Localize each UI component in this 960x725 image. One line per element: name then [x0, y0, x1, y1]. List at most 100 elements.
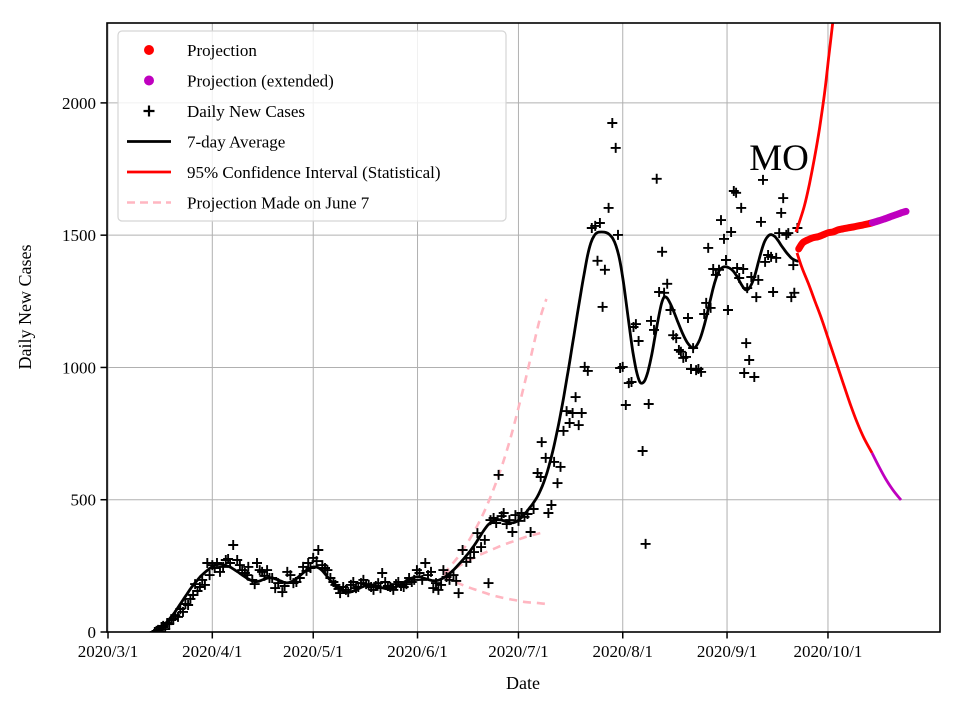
data-point-marker: [576, 408, 587, 418]
data-point-marker: [599, 264, 610, 275]
legend-projection-extended-dot: [144, 75, 154, 86]
x-axis-label: Date: [506, 673, 540, 693]
data-point-marker: [243, 561, 254, 572]
data-point-marker: [691, 365, 702, 376]
legend-label: Projection (extended): [187, 72, 334, 91]
data-point-marker: [703, 242, 714, 253]
data-point-marker: [543, 508, 554, 518]
data-point-marker: [465, 552, 476, 563]
data-point-marker: [643, 399, 654, 409]
data-point-marker: [739, 368, 750, 378]
projection-extended-dots: [868, 207, 910, 227]
data-point-marker: [592, 255, 603, 266]
data-point-marker: [204, 570, 215, 581]
data-point-marker: [613, 229, 623, 240]
data-point-marker: [426, 566, 436, 577]
data-point-marker: [546, 500, 557, 510]
x-tick-label: 2020/10/1: [793, 642, 862, 661]
data-point-marker: [558, 425, 569, 436]
data-point-marker: [311, 556, 322, 567]
data-point-marker: [617, 361, 628, 372]
legend: Projection Projection (extended) Daily New…: [117, 30, 507, 222]
data-point-marker: [738, 264, 749, 274]
data-point-marker: [564, 418, 575, 428]
data-point-marker: [536, 437, 547, 448]
data-point-marker: [675, 346, 686, 357]
axis-ticks: 2020/3/1 2020/4/1 2020/5/1 2020/6/1 2020/7/1…: [62, 94, 862, 661]
plot-area: [149, 23, 910, 632]
y-axis-label: Daily New Cases: [15, 245, 35, 370]
data-point-marker: [493, 469, 504, 480]
axes-frame: [106, 22, 941, 633]
avg7-line: [155, 230, 799, 632]
data-point-marker: [303, 558, 314, 568]
data-point-marker: [313, 545, 324, 555]
ci-upper-line: [794, 23, 835, 233]
data-point-marker: [570, 392, 581, 403]
data-point-marker: [582, 365, 593, 376]
data-point-marker: [285, 570, 296, 581]
data-point-marker: [651, 173, 662, 184]
y-tick-label: 1000: [62, 358, 96, 377]
data-point-marker: [149, 627, 160, 632]
data-point-marker: [758, 174, 768, 185]
data-point-marker: [744, 355, 755, 365]
legend-box: [117, 30, 507, 222]
data-point-marker: [597, 301, 608, 312]
data-point-marker: [731, 187, 742, 198]
data-point-marker: [555, 461, 566, 472]
x-tick-label: 2020/9/1: [697, 642, 757, 661]
data-point-marker: [771, 252, 782, 263]
data-point-marker: [436, 579, 447, 590]
legend-label: Projection: [187, 41, 257, 60]
data-point-marker: [573, 420, 584, 431]
data-point-marker: [525, 527, 536, 537]
data-point-marker: [173, 611, 183, 622]
data-point-marker: [671, 333, 682, 344]
data-point-marker: [732, 263, 743, 273]
x-tick-label: 2020/6/1: [387, 642, 447, 661]
data-point-marker: [322, 565, 333, 576]
x-tick-label: 2020/7/1: [488, 642, 548, 661]
data-point-marker: [453, 588, 464, 599]
data-point-marker: [681, 351, 691, 362]
data-point-marker: [774, 228, 785, 239]
data-point-marker: [766, 251, 777, 262]
data-point-marker: [228, 540, 239, 550]
data-point-marker: [630, 319, 641, 330]
legend-label: Projection Made on June 7: [187, 194, 370, 213]
data-point-marker: [510, 510, 521, 521]
data-point-marker: [719, 233, 729, 244]
data-point-marker: [646, 315, 656, 326]
data-point-marker: [721, 255, 731, 265]
data-point-marker: [178, 606, 188, 617]
data-point-marker: [507, 527, 518, 537]
data-point-marker: [768, 287, 779, 297]
legend-label: Daily New Cases: [187, 102, 305, 121]
data-point-marker: [726, 227, 737, 237]
data-point-marker: [202, 558, 213, 568]
data-point-marker: [607, 118, 618, 128]
data-point-marker: [640, 538, 651, 549]
data-point-marker: [760, 256, 771, 267]
data-point-marker: [633, 336, 644, 346]
data-point-marker: [789, 287, 800, 298]
data-point-marker: [438, 565, 449, 576]
state-annotation: MO: [749, 138, 809, 179]
data-point-marker: [751, 292, 762, 303]
data-point-marker: [637, 446, 648, 456]
data-point-marker: [234, 560, 245, 571]
x-tick-label: 2020/4/1: [182, 642, 242, 661]
projection-dots: [795, 219, 876, 253]
data-point-marker: [728, 186, 739, 196]
data-point-marker: [749, 372, 760, 382]
legend-projection-dot: [144, 45, 154, 55]
data-point-marker: [348, 577, 359, 587]
data-point-marker: [610, 142, 621, 153]
data-point-marker: [540, 452, 551, 463]
data-point-marker: [232, 555, 243, 565]
data-point-marker: [183, 600, 194, 610]
data-point-marker: [683, 313, 693, 323]
data-point-marker: [788, 260, 799, 271]
